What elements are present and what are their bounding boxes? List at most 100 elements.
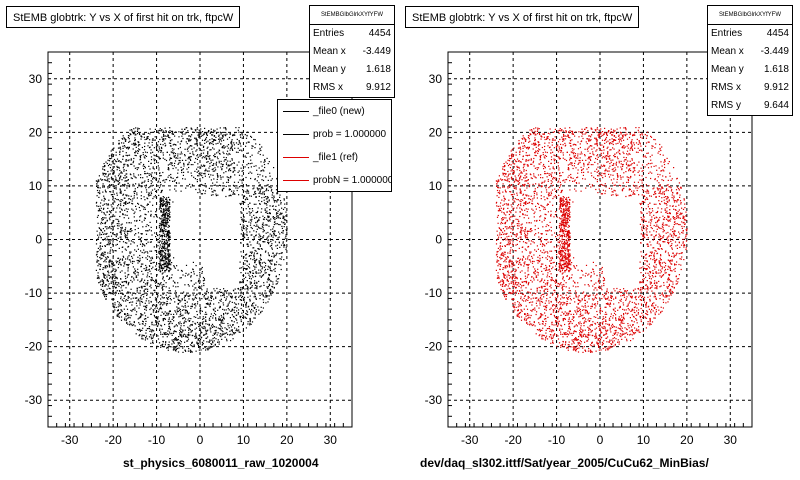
scatter-point [105,217,107,219]
scatter-point [162,224,164,226]
scatter-point [167,232,169,234]
scatter-point [164,323,166,326]
scatter-point [268,259,270,262]
scatter-point [268,298,270,300]
scatter-point [231,139,233,141]
scatter-point [228,168,231,170]
scatter-point [265,218,268,220]
scatter-point [283,244,285,247]
scatter-point [150,210,152,212]
scatter-point [240,134,242,136]
scatter-point [242,314,244,316]
scatter-point [100,223,102,225]
scatter-point [264,166,266,169]
scatter-point [212,308,214,310]
scatter-point [125,194,127,196]
scatter-point [179,327,182,329]
scatter-point [249,195,251,197]
scatter-point [210,179,212,181]
scatter-point [165,257,167,259]
scatter-point [113,147,115,149]
scatter-point [249,320,251,323]
scatter-point [200,152,202,154]
scatter-point [230,164,232,166]
scatter-point [146,293,148,295]
scatter-point [100,209,102,212]
scatter-point [647,237,649,239]
scatter-point [247,245,249,247]
y-tick-label: 20 [29,125,43,139]
scatter-point [179,146,181,149]
scatter-point [279,217,281,219]
scatter-point [242,278,244,281]
scatter-point [125,277,127,280]
scatter-point [169,277,171,280]
scatter-point [154,308,156,310]
scatter-point [125,208,127,210]
scatter-point [241,226,243,228]
scatter-point [240,272,242,274]
scatter-point [193,273,195,275]
scatter-point [167,266,169,268]
scatter-point [519,189,521,191]
scatter-point [259,216,261,219]
scatter-point [202,293,204,296]
scatter-point [110,293,112,295]
y-tick-label: -10 [425,286,443,300]
scatter-point [196,139,198,141]
scatter-point [267,201,269,203]
scatter-point [167,207,169,209]
scatter-point [161,311,163,313]
scatter-point [177,157,179,159]
scatter-point [265,202,267,205]
scatter-point [135,127,137,129]
scatter-point [198,185,201,187]
scatter-point [110,282,112,284]
scatter-point [283,199,285,201]
scatter-point [150,329,152,331]
scatter-point [230,146,232,148]
scatter-point [266,296,268,298]
scatter-point [139,159,141,161]
scatter-point [255,193,257,195]
scatter-point [116,314,118,316]
scatter-point [232,167,234,169]
scatter-point [227,305,229,307]
scatter-point [163,235,165,237]
scatter-point [171,139,173,141]
scatter-point [148,328,151,330]
scatter-point [263,202,266,204]
scatter-point [119,192,121,194]
scatter-point [201,184,204,186]
scatter-point [174,188,176,190]
scatter-point [166,275,168,277]
scatter-point [198,346,200,348]
scatter-point [128,217,130,219]
scatter-point [210,194,213,196]
scatter-point [169,310,171,312]
scatter-point [127,258,129,260]
scatter-point [159,207,161,209]
scatter-point [268,235,270,237]
scatter-point [165,282,167,284]
scatter-point [178,159,180,162]
scatter-point [275,205,277,207]
scatter-point [514,179,517,181]
scatter-point [125,305,127,307]
scatter-point [184,178,186,180]
scatter-point [111,157,113,159]
scatter-point [266,210,268,212]
scatter-point [148,269,150,271]
scatter-point [166,222,168,224]
scatter-point [241,212,243,214]
scatter-point [166,248,168,250]
scatter-point [208,173,210,175]
scatter-point [230,329,232,331]
scatter-point [279,224,281,226]
scatter-point [141,221,143,223]
scatter-point [134,249,136,251]
scatter-point [161,284,163,286]
scatter-point [194,129,196,131]
scatter-point [166,210,168,212]
scatter-point [144,245,146,247]
